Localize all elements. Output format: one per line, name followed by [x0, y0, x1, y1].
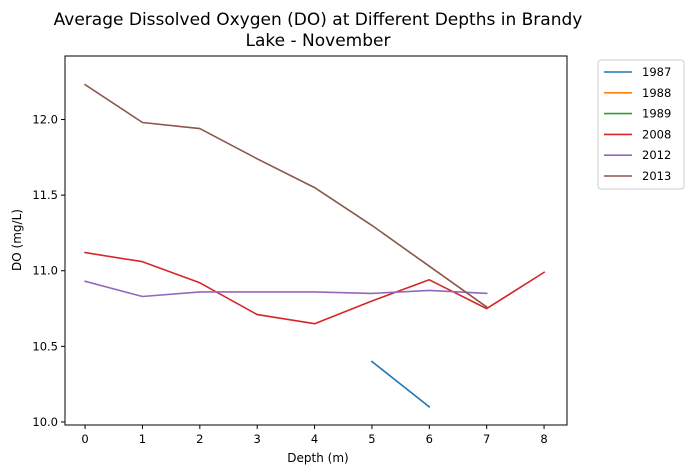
- y-axis-label: DO (mg/L): [10, 209, 24, 271]
- chart-title-line-2: Lake - November: [246, 31, 391, 51]
- series-line-1987: [370, 360, 431, 409]
- y-tick-label: 10.0: [32, 415, 58, 429]
- x-tick-label: 0: [81, 432, 88, 446]
- chart-title-line-1: Average Dissolved Oxygen (DO) at Differe…: [54, 10, 583, 30]
- legend-label-2012: 2012: [642, 148, 671, 162]
- x-tick-label: 4: [311, 432, 318, 446]
- x-axis: 0 1 2 3 4 5 6 7 8: [81, 425, 548, 446]
- x-tick-label: 1: [139, 432, 146, 446]
- x-tick-label: 7: [483, 432, 490, 446]
- y-tick-label: 10.5: [32, 339, 58, 353]
- legend: 1987 1988 1989 2008 2012 2013: [597, 59, 685, 190]
- x-tick-label: 5: [368, 432, 375, 446]
- y-axis: 10.0 10.5 11.0 11.5 12.0: [32, 113, 65, 429]
- legend-label-1988: 1988: [642, 86, 671, 100]
- legend-label-1989: 1989: [642, 107, 671, 121]
- x-axis-label: Depth (m): [287, 451, 348, 465]
- legend-label-2013: 2013: [642, 169, 671, 183]
- y-tick-label: 11.0: [32, 264, 58, 278]
- x-tick-label: 2: [196, 432, 203, 446]
- series-line-2013: [83, 83, 488, 309]
- y-tick-label: 11.5: [32, 188, 58, 202]
- series-layer: [83, 83, 546, 409]
- legend-label-2008: 2008: [642, 127, 671, 141]
- legend-label-1987: 1987: [642, 65, 671, 79]
- series-line-2012: [84, 280, 488, 298]
- series-line-2008: [84, 251, 546, 325]
- x-tick-label: 3: [254, 432, 261, 446]
- x-tick-label: 6: [426, 432, 433, 446]
- plot-frame: [64, 55, 568, 426]
- y-tick-label: 12.0: [32, 113, 58, 127]
- x-tick-label: 8: [540, 432, 547, 446]
